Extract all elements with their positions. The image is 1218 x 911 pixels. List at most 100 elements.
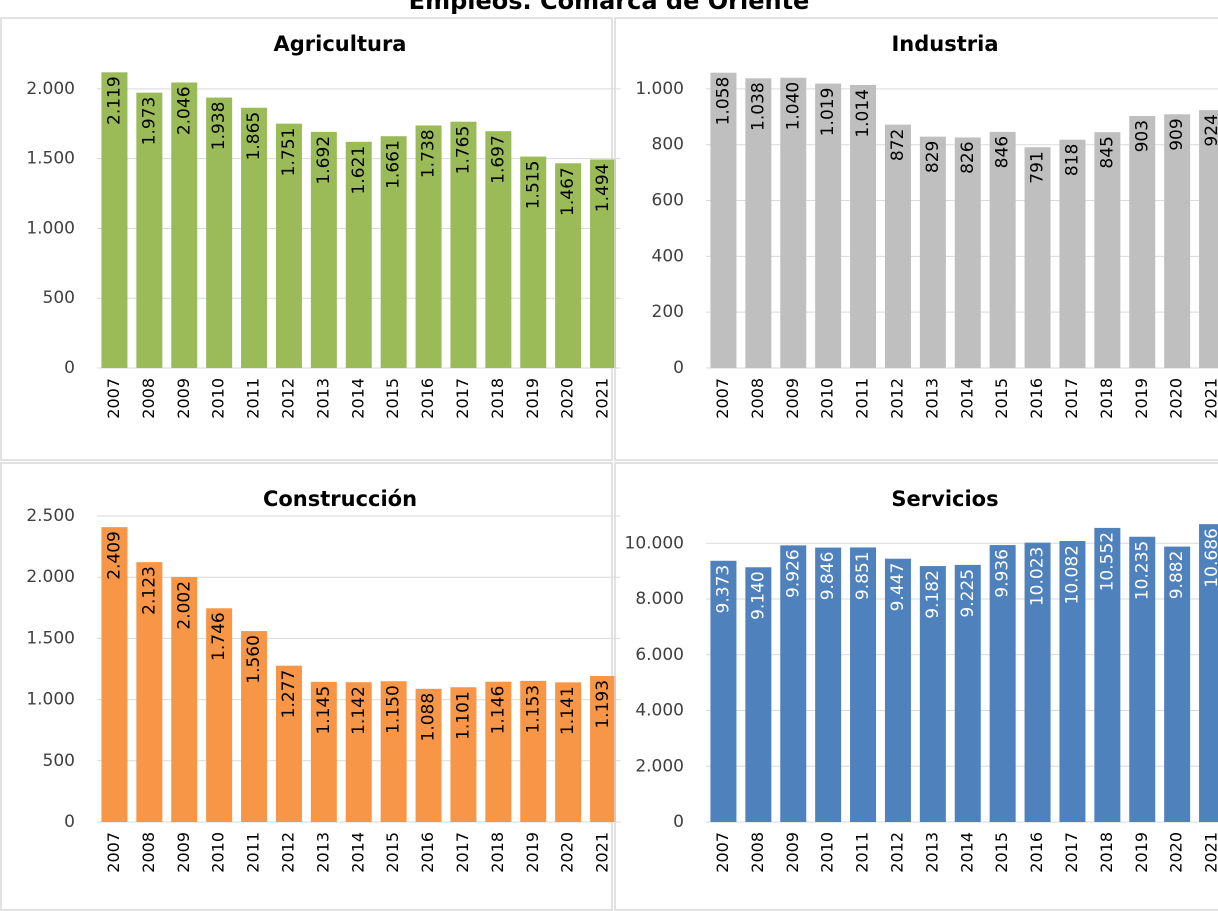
x-tick-label: 2020 — [1167, 832, 1186, 873]
bar — [241, 631, 268, 822]
value-label: 1.865 — [244, 112, 264, 161]
bar — [101, 527, 128, 822]
y-tick-label: 1.500 — [26, 628, 75, 648]
y-tick-label: 10.000 — [625, 533, 684, 553]
x-tick-label: 2010 — [818, 832, 837, 873]
x-tick-label: 2015 — [992, 832, 1011, 873]
value-label: 1.738 — [419, 129, 439, 178]
bar — [780, 545, 807, 822]
y-tick-label: 800 — [652, 135, 684, 155]
x-tick-label: 2011 — [853, 378, 872, 419]
x-tick-label: 2009 — [783, 832, 802, 873]
x-tick-label: 2021 — [593, 832, 612, 873]
x-tick-label: 2014 — [957, 378, 976, 419]
bar — [415, 125, 442, 368]
y-tick-label: 0 — [673, 358, 684, 378]
bar — [919, 566, 946, 822]
x-tick-label: 2011 — [244, 378, 263, 419]
x-tick-label: 2013 — [313, 832, 332, 873]
value-label: 2.046 — [174, 86, 194, 135]
value-label: 1.697 — [488, 135, 508, 184]
bar — [1094, 527, 1121, 822]
bar — [850, 547, 877, 822]
y-tick-label: 1.500 — [26, 149, 75, 169]
x-tick-label: 2012 — [278, 378, 297, 419]
x-tick-label: 2007 — [713, 378, 732, 419]
panel-title: Industria — [891, 32, 998, 56]
bar — [954, 564, 981, 822]
value-label: 10.552 — [1097, 532, 1117, 591]
value-label: 1.101 — [453, 691, 473, 740]
bar — [520, 156, 547, 368]
value-label: 791 — [1028, 151, 1048, 183]
x-tick-label: 2019 — [1132, 832, 1151, 873]
y-tick-label: 2.000 — [26, 567, 75, 587]
y-tick-label: 500 — [43, 288, 75, 308]
x-tick-label: 2007 — [713, 832, 732, 873]
x-tick-label: 2013 — [313, 378, 332, 419]
x-tick-label: 2010 — [209, 378, 228, 419]
bar — [780, 77, 807, 368]
value-label: 1.277 — [279, 670, 299, 719]
bar — [171, 82, 198, 369]
x-tick-label: 2008 — [139, 378, 158, 419]
value-label: 1.145 — [314, 686, 334, 735]
bar — [989, 131, 1016, 368]
value-label: 818 — [1062, 144, 1082, 176]
value-label: 1.142 — [349, 686, 369, 735]
y-tick-label: 500 — [43, 751, 75, 771]
x-tick-label: 2017 — [453, 832, 472, 873]
value-label: 10.082 — [1062, 545, 1082, 604]
value-label: 1.019 — [818, 88, 838, 137]
value-label: 2.119 — [104, 76, 124, 125]
bar — [450, 121, 477, 368]
bar — [555, 682, 582, 822]
value-label: 9.882 — [1167, 551, 1187, 600]
value-label: 1.153 — [523, 685, 543, 734]
value-label: 1.765 — [453, 126, 473, 175]
x-tick-label: 2009 — [783, 378, 802, 419]
bar — [815, 547, 842, 822]
bar — [450, 687, 477, 822]
x-tick-label: 2020 — [558, 378, 577, 419]
x-tick-label: 2017 — [1062, 378, 1081, 419]
value-label: 872 — [888, 129, 908, 161]
x-tick-label: 2010 — [209, 832, 228, 873]
x-tick-label: 2020 — [558, 832, 577, 873]
value-label: 1.038 — [748, 82, 768, 131]
bar — [590, 675, 617, 822]
value-label: 1.014 — [853, 89, 873, 138]
value-label: 1.973 — [139, 97, 159, 146]
y-tick-label: 1.000 — [635, 79, 684, 99]
bar — [989, 545, 1016, 822]
y-tick-label: 600 — [652, 191, 684, 211]
y-tick-label: 0 — [673, 812, 684, 832]
bar — [954, 137, 981, 368]
value-label: 1.088 — [419, 693, 439, 742]
y-tick-label: 2.500 — [26, 506, 75, 526]
bar — [171, 576, 198, 822]
value-label: 1.746 — [209, 612, 229, 661]
x-tick-label: 2014 — [348, 832, 367, 873]
x-tick-label: 2017 — [453, 378, 472, 419]
bar — [710, 72, 737, 369]
value-label: 829 — [923, 141, 943, 173]
value-label: 10.686 — [1202, 528, 1218, 587]
bar — [1164, 114, 1191, 368]
value-label: 2.002 — [174, 581, 194, 630]
value-label: 9.140 — [748, 571, 768, 620]
bar — [884, 124, 911, 369]
bar — [241, 107, 268, 368]
value-label: 1.058 — [713, 77, 733, 126]
value-label: 9.846 — [818, 552, 838, 601]
bar — [275, 665, 302, 822]
bar — [415, 688, 442, 822]
bar — [745, 567, 772, 822]
value-label: 9.447 — [888, 563, 908, 612]
bar — [136, 562, 163, 822]
y-tick-label: 4.000 — [635, 701, 684, 721]
value-label: 9.851 — [853, 551, 873, 600]
x-tick-label: 2014 — [957, 832, 976, 873]
bar — [1094, 132, 1121, 368]
